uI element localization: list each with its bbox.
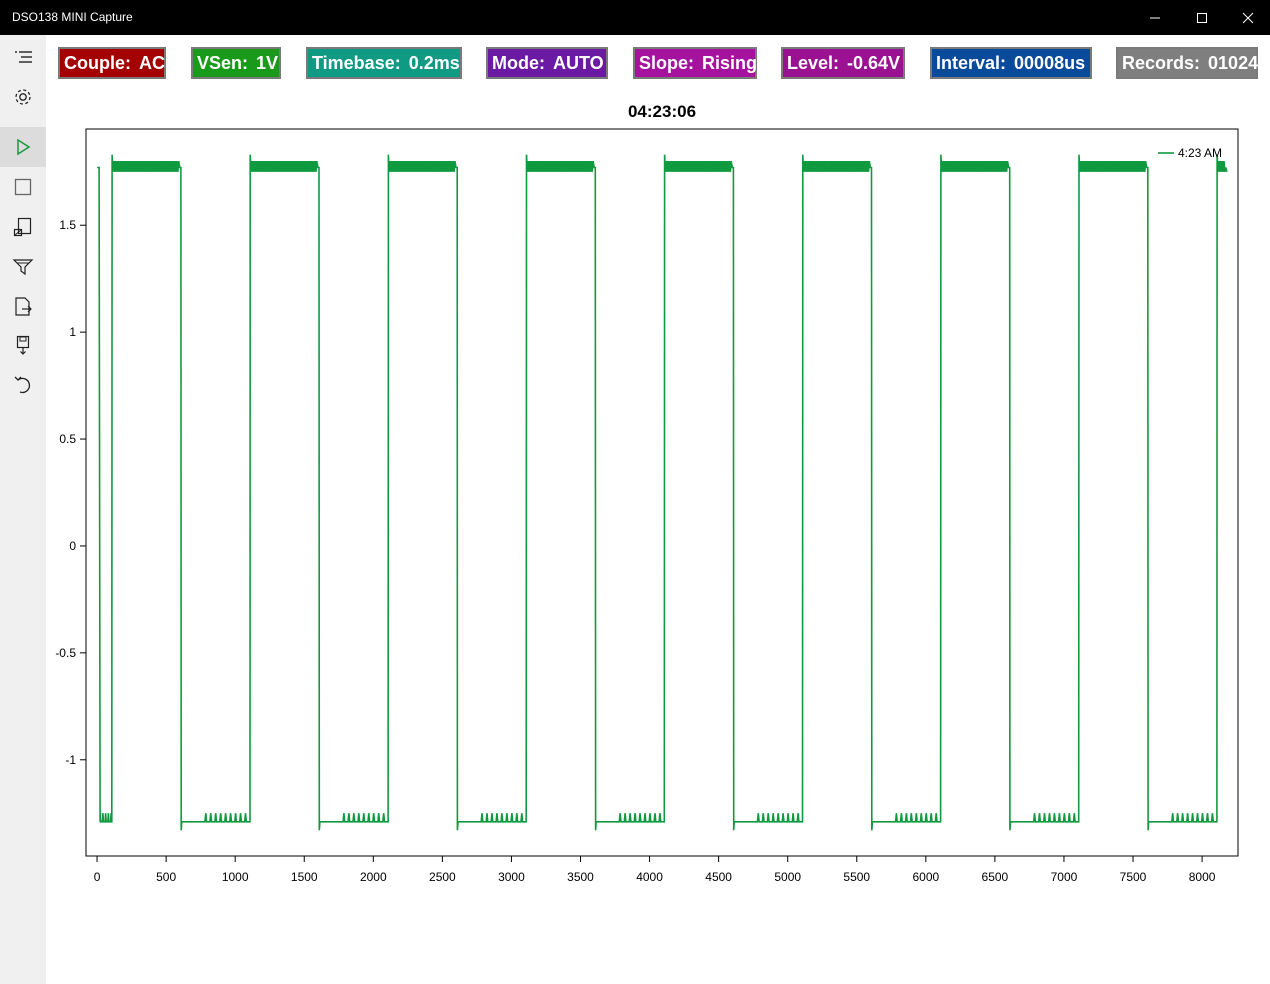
- y-tick-label: 0.5: [59, 432, 76, 446]
- y-tick-label: -1: [65, 753, 76, 767]
- gear-icon: [15, 89, 31, 105]
- records-badge: Records: 01024: [1116, 47, 1258, 79]
- couple-value: AC: [139, 53, 165, 73]
- interval-value: 00008us: [1014, 53, 1086, 73]
- x-tick-label: 7500: [1120, 870, 1147, 884]
- x-tick-label: 4000: [636, 870, 663, 884]
- x-tick-label: 2000: [360, 870, 387, 884]
- legend-entry: 4:23 AM: [1178, 146, 1222, 160]
- x-tick-label: 5500: [843, 870, 870, 884]
- close-button[interactable]: [1225, 0, 1270, 35]
- y-tick-label: 1.5: [59, 218, 76, 232]
- x-tick-label: 0: [94, 870, 101, 884]
- records-label: Records:: [1122, 53, 1201, 73]
- x-tick-label: 3000: [498, 870, 525, 884]
- couple-badge: Couple: AC: [58, 47, 166, 79]
- minimize-icon: [1150, 17, 1160, 18]
- timebase-label: Timebase:: [312, 53, 401, 73]
- x-tick-label: 1000: [222, 870, 249, 884]
- vsen-value: 1V: [256, 53, 279, 73]
- x-tick-label: 6000: [912, 870, 939, 884]
- x-tick-label: 1500: [291, 870, 318, 884]
- timebase-value: 0.2ms: [408, 53, 460, 73]
- minimize-button[interactable]: [1132, 0, 1178, 35]
- x-axis: 0 500 1000 1500 2000 2500 3000 3500 4000 4500 5000…: [94, 856, 1216, 884]
- capture-icon: [13, 217, 32, 237]
- level-badge: Level: -0.64V: [781, 47, 905, 79]
- y-tick-label: -0.5: [55, 646, 76, 660]
- sidebar-settings-button[interactable]: [0, 77, 46, 117]
- sidebar-capture-button[interactable]: [0, 207, 46, 247]
- sidebar: [0, 35, 46, 984]
- x-tick-label: 8000: [1189, 870, 1216, 884]
- funnel-icon: [12, 259, 34, 276]
- plot-area: [85, 128, 1239, 857]
- sidebar-run-button[interactable]: [0, 127, 46, 167]
- sidebar-save-button[interactable]: [0, 325, 46, 365]
- sidebar-undo-button[interactable]: [0, 365, 46, 405]
- slope-label: Slope:: [639, 53, 695, 73]
- maximize-button[interactable]: [1179, 0, 1225, 35]
- x-tick-label: 500: [156, 870, 176, 884]
- window-title: DSO138 MINI Capture: [12, 10, 133, 24]
- sidebar-export-button[interactable]: [0, 287, 46, 327]
- file-export-icon: [15, 297, 32, 316]
- hamburger-menu-icon: [15, 51, 32, 63]
- y-tick-label: 1: [69, 325, 76, 339]
- level-value: -0.64V: [847, 53, 901, 73]
- level-label: Level:: [787, 53, 840, 73]
- sidebar-stop-button[interactable]: [0, 167, 46, 207]
- interval-badge: Interval: 00008us: [930, 47, 1092, 79]
- mode-value: AUTO: [553, 53, 604, 73]
- stop-icon: [14, 178, 32, 196]
- timebase-badge: Timebase: 0.2ms: [306, 47, 462, 79]
- legend: 4:23 AM: [1158, 146, 1222, 160]
- maximize-icon: [1197, 12, 1207, 23]
- mode-badge: Mode: AUTO: [486, 47, 608, 79]
- chart-title: 04:23:06: [627, 102, 697, 121]
- y-tick-label: 0: [69, 539, 76, 553]
- interval-label: Interval:: [936, 53, 1007, 73]
- mode-label: Mode:: [492, 53, 545, 73]
- x-tick-label: 3500: [567, 870, 594, 884]
- x-tick-label: 7000: [1051, 870, 1078, 884]
- y-axis: -1 -0.5 0 0.5 1 1.5: [55, 218, 86, 767]
- series-line-trace: [97, 154, 1228, 831]
- slope-badge: Slope: Rising: [633, 47, 757, 79]
- title-bar: DSO138 MINI Capture: [0, 0, 1270, 35]
- save-icon: [16, 335, 30, 355]
- x-tick-label: 5000: [774, 870, 801, 884]
- play-icon: [17, 138, 31, 156]
- vsen-label: VSen:: [197, 53, 249, 73]
- sidebar-filter-button[interactable]: [0, 247, 46, 287]
- x-tick-label: 4500: [705, 870, 732, 884]
- x-tick-label: 6500: [982, 870, 1009, 884]
- x-tick-label: 2500: [429, 870, 456, 884]
- slope-value: Rising: [702, 53, 758, 73]
- sidebar-menu-button[interactable]: [0, 37, 46, 77]
- vsen-badge: VSen: 1V: [191, 47, 281, 79]
- records-value: 01024: [1208, 53, 1259, 73]
- close-icon: [1242, 12, 1254, 23]
- couple-label: Couple:: [64, 53, 131, 73]
- undo-icon: [14, 376, 31, 394]
